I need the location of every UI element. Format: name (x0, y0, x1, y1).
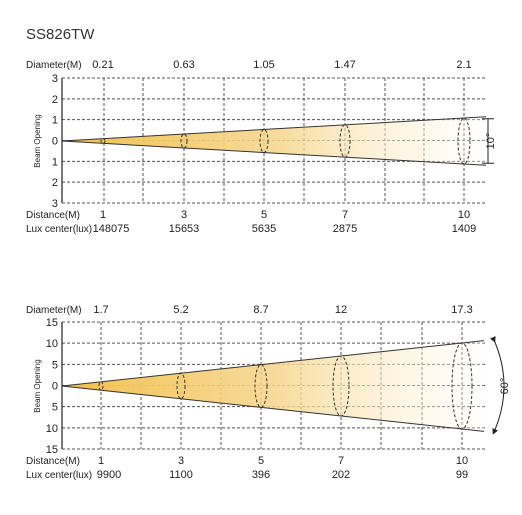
beam-edge-upper (61, 116, 487, 142)
beam-cross-section (100, 138, 106, 144)
lux-value: 1409 (452, 223, 476, 235)
beam-cone-fill (62, 116, 486, 166)
y-tick-label: 1 (52, 115, 58, 127)
lux-value: 15653 (169, 223, 200, 235)
beam-edge-lower (61, 385, 485, 432)
beam-cross-section (259, 128, 269, 154)
beam-angle-label: 10° (485, 133, 497, 150)
angle-arrow (490, 336, 505, 435)
beam-cross-section (332, 355, 350, 417)
lux-value: 2875 (333, 223, 357, 235)
distance-label: Distance(M) (26, 456, 80, 467)
beam-edge-lower (61, 140, 487, 166)
y-tick-label: 5 (52, 359, 58, 371)
lux-value: 1100 (169, 469, 193, 481)
diameter-value: 12 (335, 304, 347, 316)
diameter-value: 8.7 (253, 304, 268, 316)
beam-cross-section (98, 381, 104, 391)
diameter-value: 2.1 (456, 59, 471, 71)
y-tick-label: 10 (46, 338, 58, 350)
beam-edge-upper (61, 340, 485, 387)
y-tick-label: 1 (52, 156, 58, 168)
lux-value: 148075 (93, 223, 130, 235)
y-tick-label: 15 (46, 444, 58, 456)
distance-value: 3 (181, 209, 187, 221)
distance-value: 10 (458, 209, 470, 221)
beam-cross-section (451, 342, 473, 430)
y-axis-label: Beam Opening (33, 359, 42, 412)
distance-value: 7 (338, 455, 344, 467)
lux-value: 9900 (97, 469, 121, 481)
beam-angle-label: 60° (499, 378, 511, 395)
beam-cross-section (254, 364, 268, 408)
diameter-value: 17.3 (451, 304, 472, 316)
distance-value: 1 (100, 209, 106, 221)
lux-label: Lux center(lux) (26, 224, 92, 235)
diameter-value: 5.2 (173, 304, 188, 316)
diameter-value: 1.05 (253, 59, 274, 71)
distance-value: 7 (342, 209, 348, 221)
distance-value: 5 (258, 455, 264, 467)
distance-value: 5 (261, 209, 267, 221)
distance-label: Distance(M) (26, 210, 80, 221)
y-tick-label: 10 (46, 423, 58, 435)
distance-value: 1 (98, 455, 104, 467)
y-tick-label: 0 (52, 136, 58, 148)
diameter-label: Diameter(M) (26, 305, 82, 316)
beam-cross-section (339, 124, 351, 158)
y-tick-label: 15 (46, 317, 58, 329)
distance-value: 3 (178, 455, 184, 467)
y-tick-label: 2 (52, 94, 58, 106)
lux-label: Lux center(lux) (26, 470, 92, 481)
distance-value: 10 (456, 455, 468, 467)
lux-value: 202 (332, 469, 350, 481)
y-tick-label: 0 (52, 381, 58, 393)
beam-cross-section (457, 117, 471, 165)
beam-cone-fill (62, 340, 484, 432)
diameter-value: 0.63 (173, 59, 194, 71)
diameter-label: Diameter(M) (26, 60, 82, 71)
y-tick-label: 3 (52, 73, 58, 85)
y-tick-label: 5 (52, 402, 58, 414)
diameter-value: 1.7 (93, 304, 108, 316)
lux-value: 99 (456, 469, 468, 481)
y-tick-label: 3 (52, 198, 58, 210)
page-title: SS826TW (26, 26, 95, 43)
diameter-value: 0.21 (92, 59, 113, 71)
beam-cross-section (176, 372, 186, 400)
y-axis-label: Beam Opening (33, 114, 42, 167)
diameter-value: 1.47 (334, 59, 355, 71)
lux-value: 396 (252, 469, 270, 481)
beam-cross-section (180, 133, 188, 149)
y-tick-label: 2 (52, 177, 58, 189)
lux-value: 5635 (252, 223, 276, 235)
